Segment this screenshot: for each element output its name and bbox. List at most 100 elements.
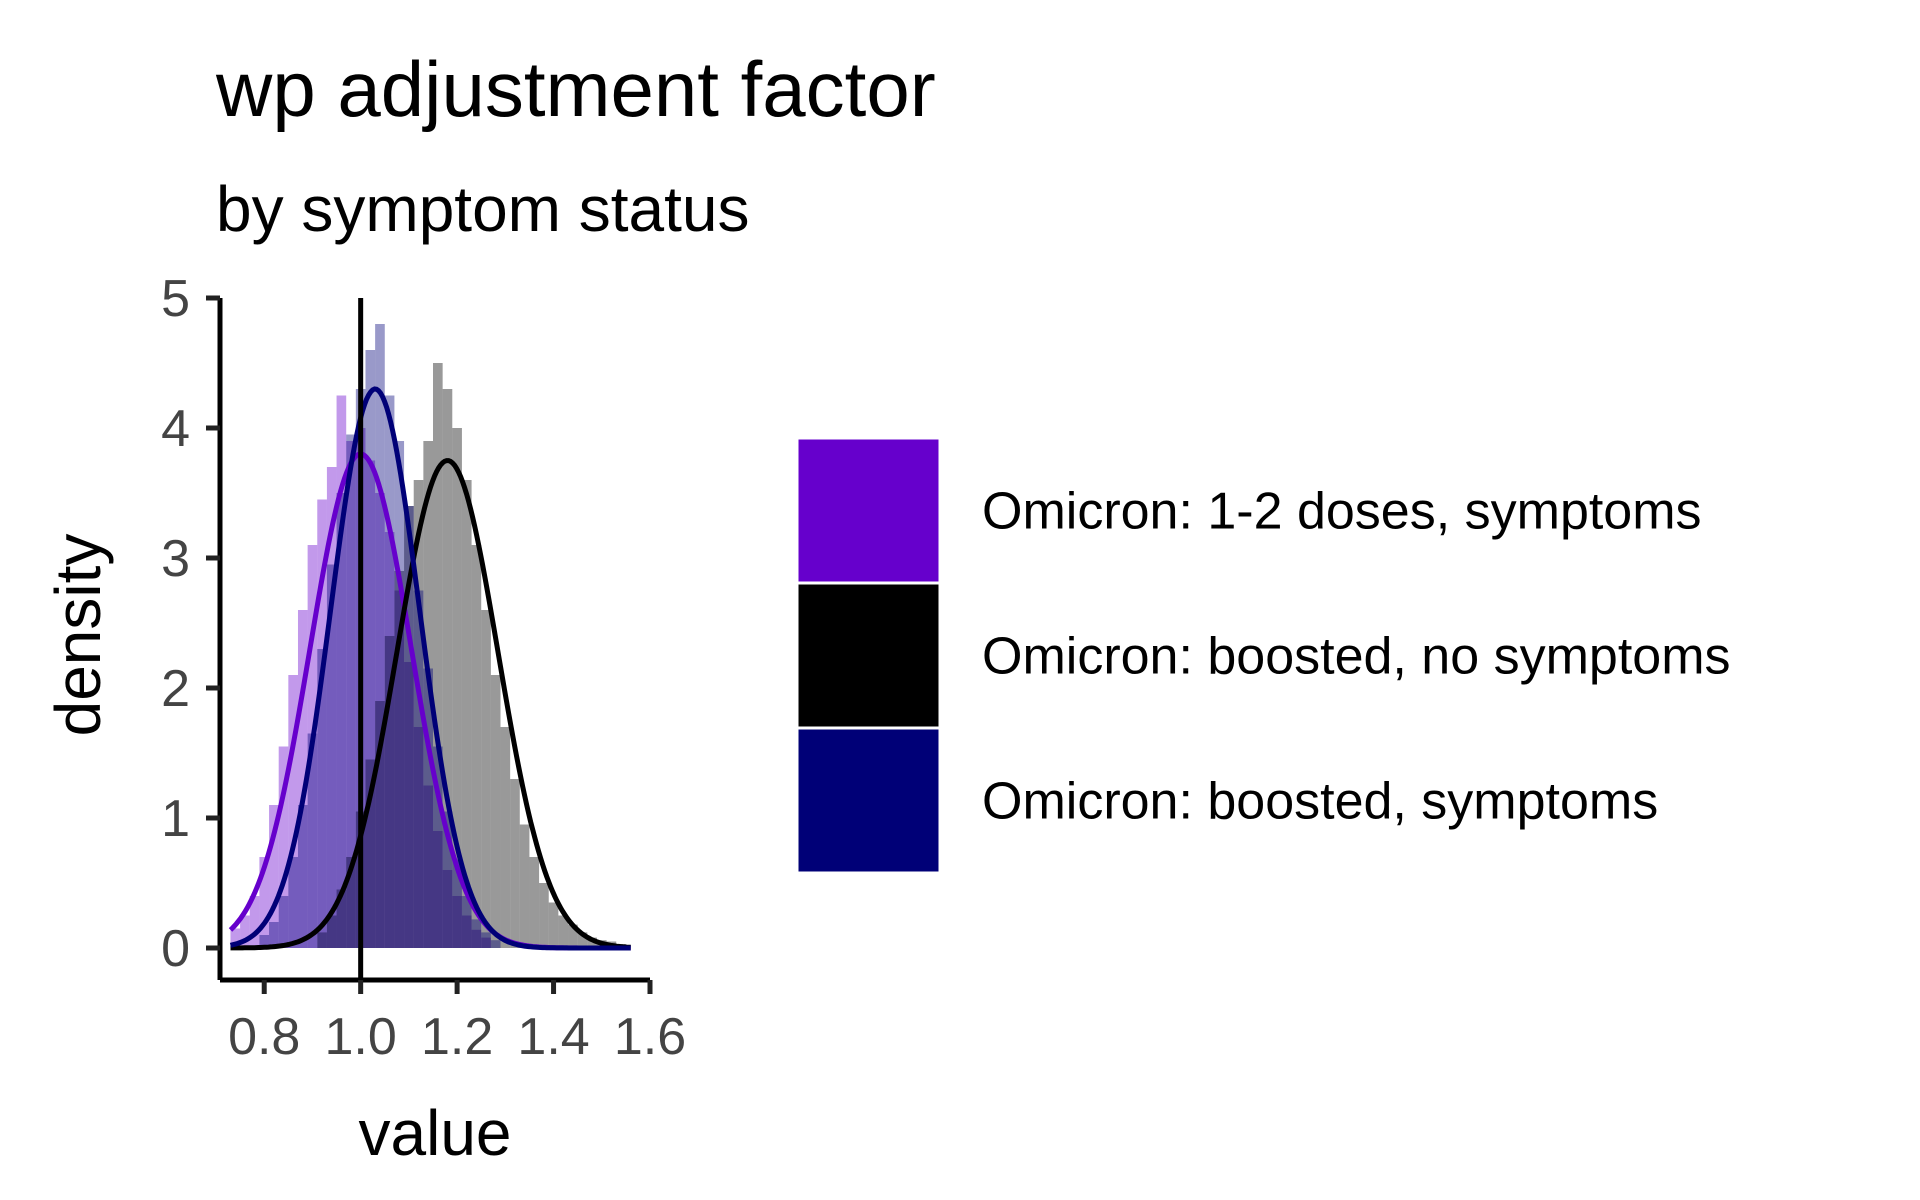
histogram-bar <box>336 395 347 948</box>
histogram-bar <box>452 428 462 948</box>
histogram-bar <box>442 811 453 948</box>
x-tick-label: 1.6 <box>614 1008 686 1066</box>
histogram-bar <box>269 805 279 948</box>
histogram-bar <box>423 668 433 948</box>
histogram-bar <box>394 441 405 948</box>
histogram-bar <box>259 857 270 948</box>
histogram-bar <box>384 636 395 948</box>
density-curve-2 <box>229 386 631 951</box>
y-tick-label: 4 <box>161 400 190 458</box>
histogram-bar <box>442 870 453 948</box>
histogram-bar <box>259 935 270 948</box>
histogram-bar <box>317 932 327 948</box>
histogram-bar <box>413 590 424 948</box>
histogram-bar <box>278 896 289 948</box>
histogram-bar <box>326 467 337 948</box>
density-curve-1 <box>230 458 631 951</box>
histogram-bar <box>500 727 511 948</box>
histogram-bar <box>365 460 376 948</box>
histogram-bar <box>240 915 250 948</box>
histogram-bar <box>365 350 376 948</box>
histogram-bar <box>413 727 424 948</box>
legend-label-0: Omicron: 1-2 doses, symptoms <box>982 483 1702 541</box>
histogram-bar <box>288 857 298 948</box>
histogram-bar <box>481 932 491 948</box>
histogram-bar <box>461 896 472 948</box>
x-tick-label: 1.4 <box>517 1008 589 1066</box>
histogram-bar <box>490 675 501 948</box>
legend-key-1 <box>795 581 942 730</box>
x-axis-title: value <box>359 1097 512 1169</box>
histogram-bar <box>346 434 356 948</box>
y-tick-label: 3 <box>161 530 190 588</box>
histogram-bar <box>452 859 462 948</box>
histogram-bar <box>529 857 540 948</box>
density-curves <box>228 386 631 951</box>
histogram-bar <box>433 831 443 948</box>
legend: Omicron: 1-2 doses, symptoms Omicron: boo… <box>795 436 1731 875</box>
histogram-bar <box>577 932 588 948</box>
histogram-bar <box>471 545 482 948</box>
chart-subtitle: by symptom status <box>216 173 750 245</box>
histogram-bar <box>510 779 520 948</box>
histogram-bar <box>404 506 414 948</box>
histogram-bar <box>539 883 549 948</box>
histogram-bar <box>375 324 385 948</box>
histogram-bar <box>404 662 414 948</box>
histogram-bar <box>307 733 318 948</box>
histogram-bar <box>471 919 482 948</box>
legend-key-0 <box>795 436 942 585</box>
chart-title: wp adjustment factor <box>216 45 936 133</box>
histogram-bar <box>548 902 559 948</box>
histogram-bar <box>326 915 337 948</box>
legend-key-2 <box>795 726 942 875</box>
histogram-bar <box>423 785 433 948</box>
axes: 0 1 2 3 4 5 0.8 1.0 1.2 1.4 1.6 value density <box>42 270 686 1169</box>
histogram-bar <box>481 937 491 948</box>
histogram-bar <box>297 805 308 948</box>
histogram-bar <box>375 493 385 948</box>
y-tick-label: 5 <box>161 270 190 328</box>
histogram-bar <box>375 701 385 948</box>
histogram-bar <box>587 937 597 948</box>
histogram-bar <box>452 896 462 948</box>
histogram-bar <box>384 532 395 948</box>
histogram-bar <box>297 610 308 948</box>
histogram-bar <box>433 363 443 948</box>
histogram-bar <box>394 590 405 948</box>
histogram-layer <box>230 324 626 948</box>
histogram-bar <box>278 746 289 948</box>
histogram-bar <box>568 924 578 948</box>
legend-label-1: Omicron: boosted, no symptoms <box>982 628 1731 686</box>
histogram-bar <box>346 441 356 948</box>
histogram-bar <box>317 649 327 948</box>
x-tick-label: 1.2 <box>421 1008 493 1066</box>
histogram-bar <box>365 759 376 948</box>
y-axis-title: density <box>42 534 114 737</box>
histogram-bar <box>346 857 356 948</box>
histogram-bar <box>413 480 424 948</box>
histogram-bar <box>336 889 347 948</box>
histogram-bar <box>490 940 501 948</box>
histogram-bar <box>471 929 482 948</box>
histogram-bar <box>317 499 327 948</box>
legend-label-2: Omicron: boosted, symptoms <box>982 773 1658 831</box>
histogram-bar <box>461 480 472 948</box>
histogram-bar <box>404 506 414 948</box>
histogram-bar <box>461 915 472 948</box>
histogram-bar <box>288 675 298 948</box>
y-tick-label: 1 <box>161 790 190 848</box>
histogram-bar <box>423 441 433 948</box>
histogram-bar <box>384 395 395 948</box>
x-tick-label: 0.8 <box>228 1008 300 1066</box>
y-tick-label: 2 <box>161 660 190 718</box>
histogram-bar <box>558 915 569 948</box>
histogram-bar <box>394 571 405 948</box>
histogram-bar <box>442 389 453 948</box>
histogram-bar <box>481 610 491 948</box>
histogram-bar <box>336 493 347 948</box>
histogram-bar <box>519 824 530 948</box>
histogram-bar <box>433 746 443 948</box>
histogram-bar <box>249 896 260 948</box>
